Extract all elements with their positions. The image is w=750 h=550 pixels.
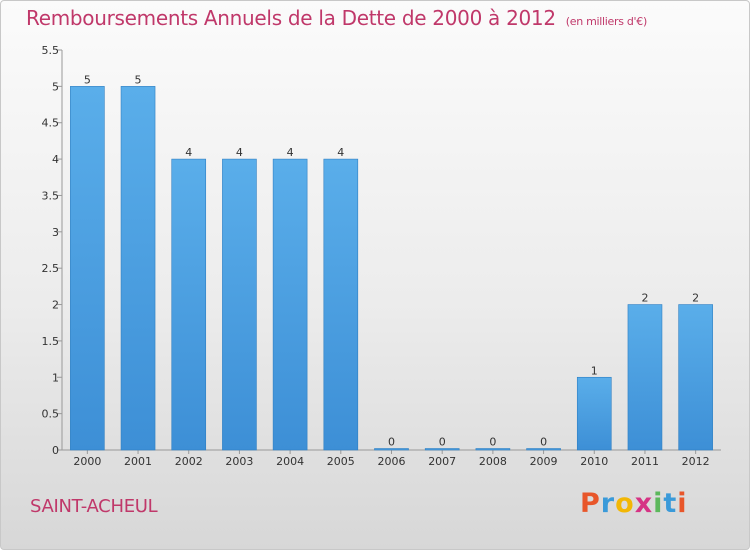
bar-2008 — [475, 448, 511, 451]
data-label-2009: 0 — [540, 436, 547, 449]
y-tick-label: 3 — [52, 226, 59, 239]
bar-2001 — [120, 86, 156, 451]
y-tick-label: 2 — [52, 299, 59, 312]
data-label-2010: 1 — [591, 364, 598, 377]
x-tick-label-2004: 2004 — [276, 455, 304, 468]
chart-title: Remboursements Annuels de la Dette de 20… — [26, 6, 647, 30]
logo-letter-6: i — [677, 488, 688, 519]
logo-letter-2: o — [615, 488, 635, 519]
data-label-2004: 4 — [287, 146, 294, 159]
data-label-2007: 0 — [439, 436, 446, 449]
bar-2002 — [171, 158, 207, 451]
y-tick-label: 2.5 — [42, 262, 60, 275]
data-label-2000: 5 — [84, 73, 91, 86]
data-label-2011: 2 — [641, 292, 648, 305]
bar-2003 — [222, 158, 257, 451]
y-tick-label: 0 — [52, 444, 59, 457]
bar-2009 — [526, 448, 561, 451]
y-tick-label: 1 — [52, 371, 59, 384]
logo-letter-3: x — [634, 488, 654, 519]
town-name: SAINT-ACHEUL — [30, 496, 158, 517]
y-tick-label: 4 — [52, 153, 59, 166]
bar-2012 — [678, 304, 713, 451]
data-label-2012: 2 — [692, 292, 699, 305]
data-label-2003: 4 — [236, 146, 243, 159]
x-tick-label-2000: 2000 — [73, 455, 101, 468]
x-tick-label-2010: 2010 — [580, 455, 608, 468]
data-label-2008: 0 — [489, 436, 496, 449]
y-tick-label: 4.5 — [42, 117, 60, 130]
y-tick-label: 5 — [52, 80, 59, 93]
x-tick-label-2002: 2002 — [175, 455, 203, 468]
x-tick-label-2003: 2003 — [225, 455, 253, 468]
proxiti-logo: Proxiti — [580, 488, 688, 519]
y-tick-label: 1.5 — [42, 335, 60, 348]
x-tick-label-2008: 2008 — [479, 455, 507, 468]
bar-2010 — [576, 376, 612, 451]
x-tick-label-2001: 2001 — [124, 455, 152, 468]
y-tick-label: 3.5 — [42, 189, 60, 202]
x-tick-label-2012: 2012 — [682, 455, 710, 468]
bar-2007 — [424, 448, 460, 451]
x-tick-label-2006: 2006 — [378, 455, 406, 468]
y-tick-label: 0.5 — [42, 408, 60, 421]
x-tick-label-2005: 2005 — [327, 455, 355, 468]
logo-letter-0: P — [580, 488, 601, 519]
x-tick-label-2009: 2009 — [530, 455, 558, 468]
bar-2000 — [70, 86, 105, 451]
logo-letter-5: t — [663, 488, 678, 519]
logo-letter-1: r — [600, 488, 616, 519]
data-label-2001: 5 — [135, 73, 142, 86]
bar-2005 — [323, 158, 359, 451]
bar-2011 — [627, 304, 663, 451]
logo-letter-4: i — [653, 488, 664, 519]
data-label-2006: 0 — [388, 436, 395, 449]
bar-2004 — [272, 158, 308, 451]
data-label-2005: 4 — [337, 146, 344, 159]
bars-group — [70, 86, 713, 451]
title-unit: (en milliers d'€) — [565, 15, 647, 28]
x-tick-label-2007: 2007 — [428, 455, 456, 468]
labels-group: 5200052001420024200342004420050200602007… — [73, 73, 709, 468]
y-tick-label: 5.5 — [42, 44, 60, 57]
data-label-2002: 4 — [185, 146, 192, 159]
x-tick-label-2011: 2011 — [631, 455, 659, 468]
bar-2006 — [374, 448, 409, 451]
title-text: Remboursements Annuels de la Dette de 20… — [26, 6, 556, 30]
